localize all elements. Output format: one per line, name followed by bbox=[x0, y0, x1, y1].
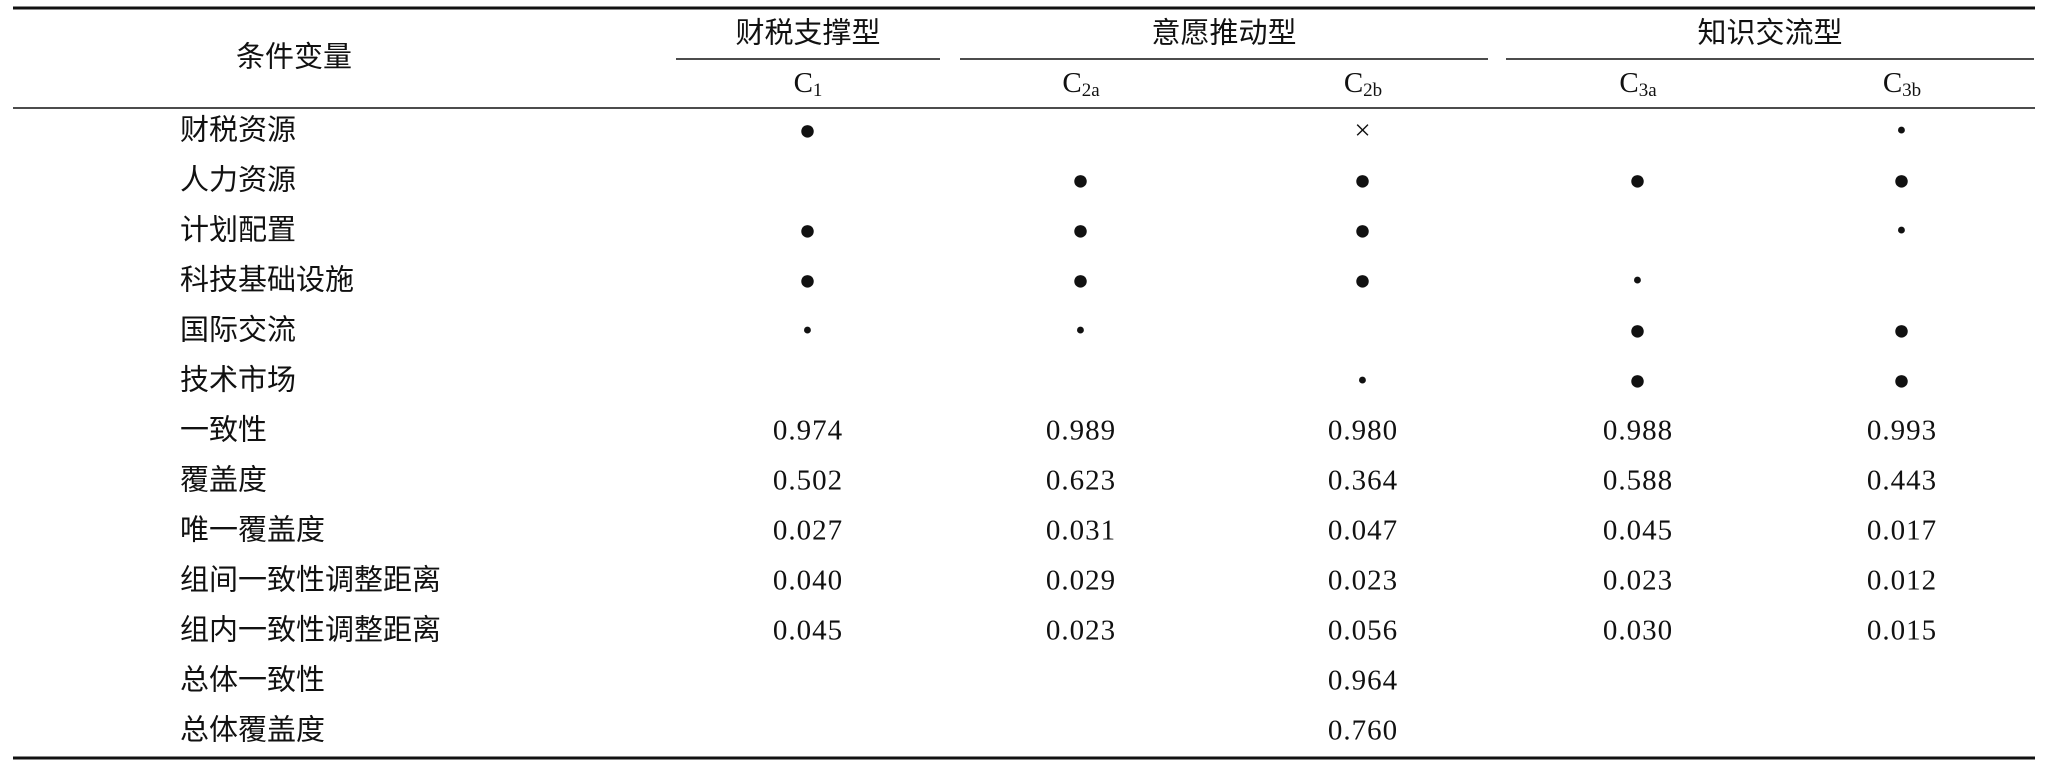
column-sub: 3a bbox=[1639, 80, 1658, 101]
cell: 0.964 bbox=[1328, 665, 1398, 697]
column-label: C3b bbox=[1883, 67, 1921, 102]
row-label: 总体一致性 bbox=[180, 664, 325, 697]
cell: ● bbox=[1893, 365, 1912, 397]
cell: 0.012 bbox=[1867, 565, 1937, 597]
cell: 0.980 bbox=[1328, 415, 1398, 447]
cell: 0.029 bbox=[1046, 565, 1116, 597]
cell: 0.015 bbox=[1867, 615, 1937, 647]
cell: ● bbox=[799, 115, 818, 147]
cell: ● bbox=[1354, 165, 1373, 197]
cell: 0.040 bbox=[773, 565, 843, 597]
row-label: 技术市场 bbox=[180, 364, 296, 397]
cell: 0.023 bbox=[1603, 565, 1673, 597]
cell: × bbox=[1354, 115, 1371, 147]
cell: ● bbox=[1629, 365, 1648, 397]
row-label: 组间一致性调整距离 bbox=[180, 564, 441, 597]
cell: 0.017 bbox=[1867, 515, 1937, 547]
row-label: 覆盖度 bbox=[180, 464, 267, 497]
column-label: C3a bbox=[1619, 67, 1657, 102]
cell: • bbox=[802, 315, 813, 347]
header-label: 条件变量 bbox=[236, 41, 352, 74]
cell: 0.364 bbox=[1328, 465, 1398, 497]
row-label: 组内一致性调整距离 bbox=[180, 614, 441, 647]
cell: ● bbox=[1629, 165, 1648, 197]
column-main: C bbox=[1883, 67, 1902, 99]
row-label: 人力资源 bbox=[180, 164, 296, 197]
cell: 0.989 bbox=[1046, 415, 1116, 447]
cell: 0.623 bbox=[1046, 465, 1116, 497]
cell: ● bbox=[1893, 315, 1912, 347]
cell: 0.031 bbox=[1046, 515, 1116, 547]
column-sub: 3b bbox=[1902, 80, 1921, 101]
cell: 0.047 bbox=[1328, 515, 1398, 547]
row-label: 科技基础设施 bbox=[180, 264, 354, 297]
cell: 0.056 bbox=[1328, 615, 1398, 647]
cell: • bbox=[1896, 115, 1907, 147]
cell: ● bbox=[1072, 165, 1091, 197]
cell: • bbox=[1896, 215, 1907, 247]
row-label: 国际交流 bbox=[180, 314, 296, 347]
column-main: C bbox=[1062, 67, 1081, 99]
cell: 0.030 bbox=[1603, 615, 1673, 647]
cell: • bbox=[1075, 315, 1086, 347]
cell: 0.502 bbox=[773, 465, 843, 497]
column-main: C bbox=[794, 67, 813, 99]
cell: ● bbox=[799, 215, 818, 247]
cell: 0.023 bbox=[1328, 565, 1398, 597]
cell: 0.988 bbox=[1603, 415, 1673, 447]
cell: 0.993 bbox=[1867, 415, 1937, 447]
column-main: C bbox=[1344, 67, 1363, 99]
row-label: 唯一覆盖度 bbox=[180, 514, 325, 547]
cell: • bbox=[1632, 265, 1643, 297]
column-sub: 1 bbox=[813, 80, 823, 101]
column-sub: 2b bbox=[1363, 80, 1382, 101]
cell: 0.588 bbox=[1603, 465, 1673, 497]
cell: 0.443 bbox=[1867, 465, 1937, 497]
cell: ● bbox=[1629, 315, 1648, 347]
column-label: C1 bbox=[794, 67, 823, 102]
cell: 0.027 bbox=[773, 515, 843, 547]
group-title: 知识交流型 bbox=[1697, 17, 1842, 50]
row-label: 一致性 bbox=[180, 414, 267, 447]
cell: • bbox=[1357, 365, 1368, 397]
cell: 0.760 bbox=[1328, 715, 1398, 747]
cell: ● bbox=[1354, 265, 1373, 297]
cell: 0.045 bbox=[773, 615, 843, 647]
cell: ● bbox=[1354, 215, 1373, 247]
cell: ● bbox=[1893, 165, 1912, 197]
column-main: C bbox=[1619, 67, 1638, 99]
cell: ● bbox=[799, 265, 818, 297]
column-sub: 2a bbox=[1082, 80, 1101, 101]
row-label: 计划配置 bbox=[180, 214, 296, 247]
group-title: 意愿推动型 bbox=[1151, 17, 1296, 50]
cell: 0.045 bbox=[1603, 515, 1673, 547]
column-label: C2a bbox=[1062, 67, 1100, 102]
row-label: 总体覆盖度 bbox=[180, 714, 325, 747]
cell: 0.974 bbox=[773, 415, 843, 447]
cell: ● bbox=[1072, 265, 1091, 297]
cell: 0.023 bbox=[1046, 615, 1116, 647]
row-label: 财税资源 bbox=[180, 114, 296, 147]
cell: ● bbox=[1072, 215, 1091, 247]
group-title: 财税支撑型 bbox=[735, 17, 880, 50]
column-label: C2b bbox=[1344, 67, 1382, 102]
